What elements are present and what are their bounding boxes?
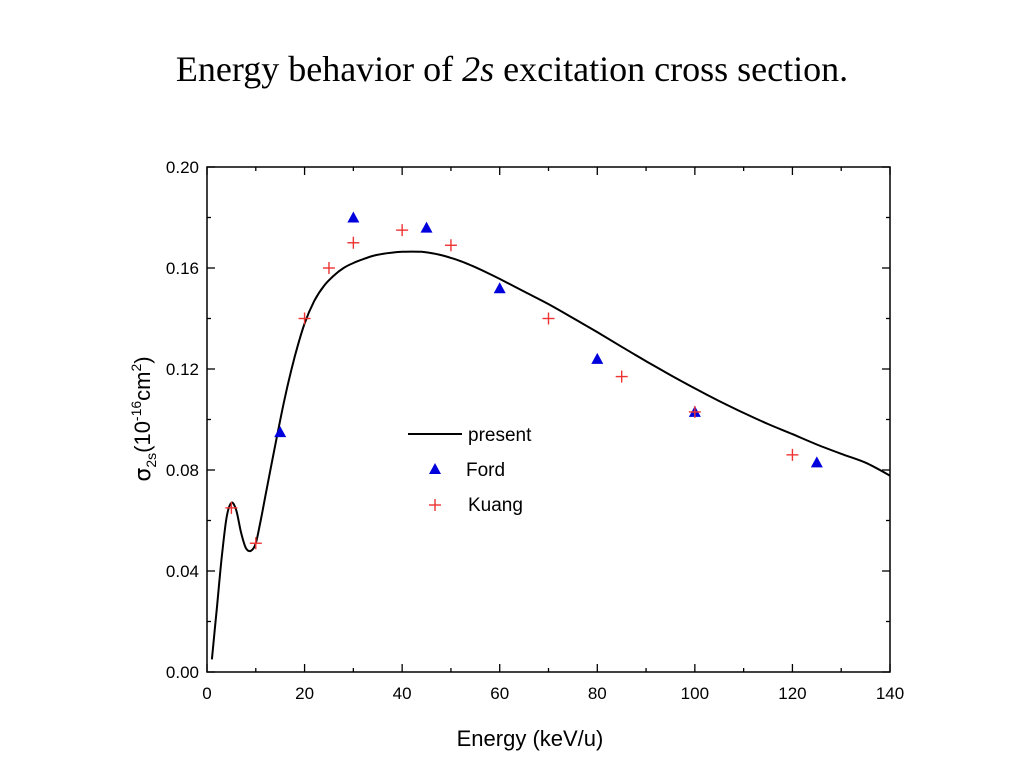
title-emphasis: 2s [462,49,495,89]
legend-marker-kuang [429,499,441,511]
x-tick-label: 80 [588,684,607,703]
title-suffix: excitation cross section. [494,49,849,89]
series-line-present [210,250,891,660]
y-label-unit: cm [130,372,155,401]
kuang-data-point [444,239,457,252]
legend: present Ford Kuang [408,425,532,516]
kuang-data-point [688,405,701,418]
x-tick-label: 20 [295,684,314,703]
y-label-sigma: σ [131,468,156,482]
y-label-exponent: -16 [128,401,144,421]
y-tick-label: 0.04 [166,562,199,581]
y-tick-label: 0.08 [166,461,199,480]
ford-data-point [493,282,506,294]
ford-data-point [420,221,433,233]
plot-frame [206,166,891,673]
kuang-data-point [347,236,360,249]
ford-data-point [274,426,287,438]
kuang-data-point [396,224,409,237]
x-axis-label: Energy (keV/u) [457,726,604,751]
kuang-data-point [249,537,262,550]
y-label-open: (10 [130,421,155,453]
legend-label-kuang: Kuang [468,495,523,516]
title-prefix: Energy behavior of [175,49,463,89]
y-tick-label: 0.00 [166,663,199,682]
y-axis-label: σ2s(10-16cm2) [128,356,159,481]
legend-label-present: present [468,425,532,446]
y-tick-label: 0.12 [166,360,199,379]
ford-data-point [347,211,360,223]
ford-data-point [591,352,604,364]
y-label-unit-exponent: 2 [128,364,144,372]
plot-content [210,211,891,660]
axis-tick-labels: 0 20 40 60 80 100 120 140 0.00 0.04 0.08 0.12 0.16 0.… [166,158,904,703]
x-tick-label: 120 [778,684,806,703]
ford-data-point [810,456,823,468]
x-tick-label: 0 [202,684,211,703]
y-tick-label: 0.20 [166,158,199,177]
legend-marker-ford [429,463,441,474]
kuang-data-point [225,501,238,514]
x-tick-label: 140 [876,684,904,703]
y-label-close: ) [130,356,155,363]
x-tick-label: 100 [681,684,709,703]
axis-ticks [206,166,891,673]
y-tick-label: 0.16 [166,259,199,278]
kuang-data-point [322,262,335,274]
legend-label-ford: Ford [466,460,505,481]
kuang-data-point [786,448,799,461]
kuang-data-point [298,312,311,325]
kuang-data-point [542,312,555,325]
y-label-subscript: 2s [143,453,159,468]
slide-title: Energy behavior of 2s excitation cross s… [0,48,1024,90]
x-tick-label: 60 [490,684,509,703]
kuang-data-point [615,370,628,383]
x-tick-label: 40 [393,684,412,703]
